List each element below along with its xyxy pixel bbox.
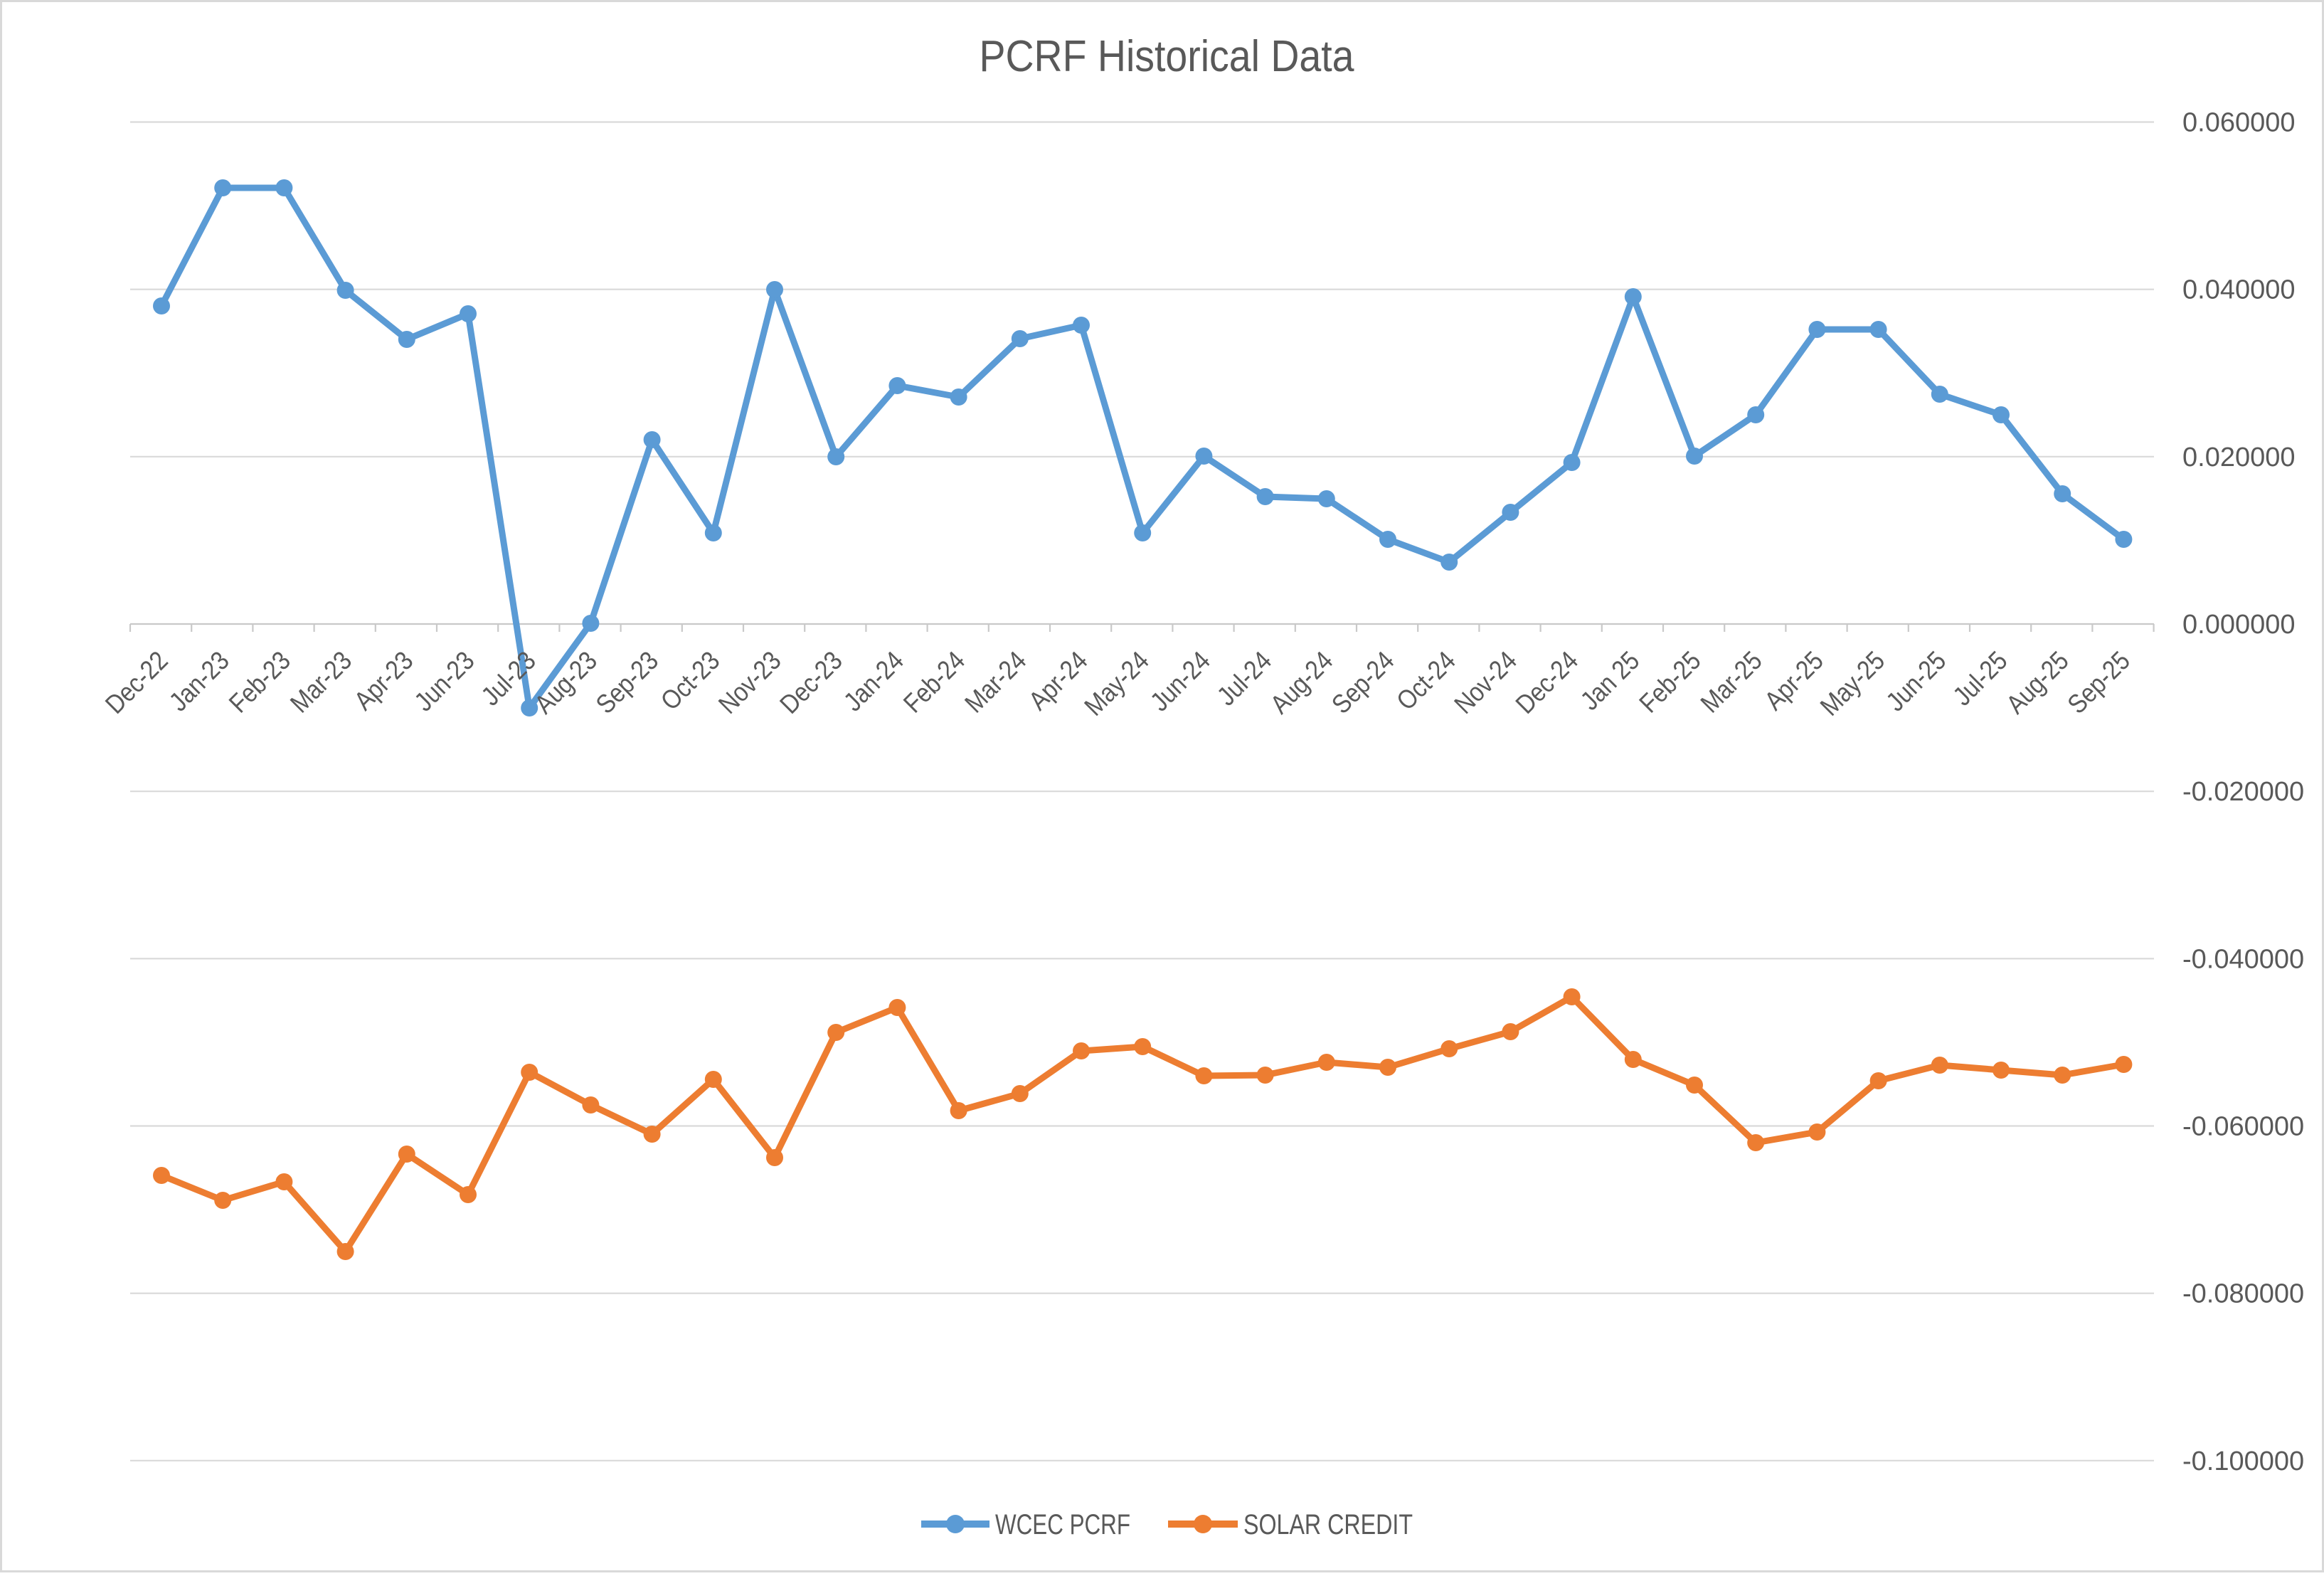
svg-text:-0.100000: -0.100000 <box>2182 1447 2304 1476</box>
svg-text:SOLAR CREDIT: SOLAR CREDIT <box>1243 1509 1413 1540</box>
svg-text:-0.060000: -0.060000 <box>2182 1112 2304 1142</box>
svg-text:0.040000: 0.040000 <box>2182 275 2296 305</box>
svg-text:PCRF Historical Data: PCRF Historical Data <box>980 32 1354 81</box>
svg-text:WCEC PCRF: WCEC PCRF <box>995 1509 1130 1540</box>
svg-text:0.020000: 0.020000 <box>2182 443 2296 472</box>
svg-text:-0.080000: -0.080000 <box>2182 1279 2304 1309</box>
svg-text:-0.040000: -0.040000 <box>2182 944 2304 974</box>
svg-text:0.000000: 0.000000 <box>2182 610 2296 640</box>
svg-text:0.060000: 0.060000 <box>2182 108 2296 138</box>
svg-text:-0.020000: -0.020000 <box>2182 777 2304 807</box>
